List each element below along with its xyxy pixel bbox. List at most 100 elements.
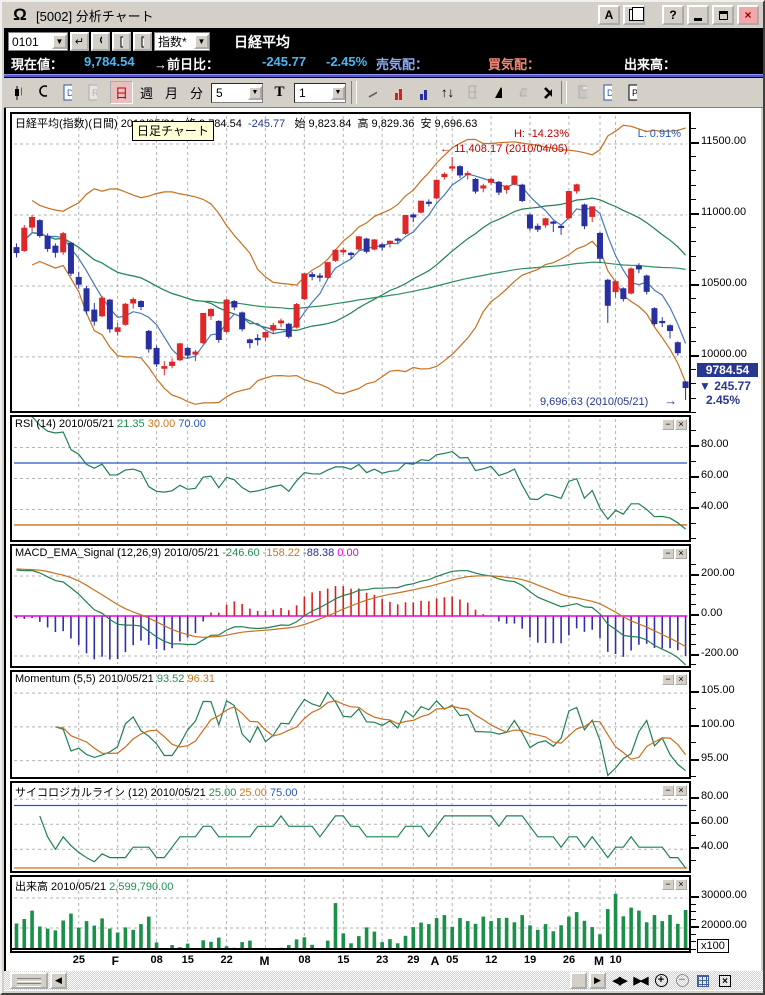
trendline-button[interactable] [361,81,384,104]
price-plot[interactable] [12,114,689,411]
period-minute-button[interactable]: 分 [185,81,208,104]
minor-tick [691,919,696,920]
zoom-tool-button[interactable] [31,81,54,104]
zoom-in-button[interactable]: + [652,972,670,989]
search-button[interactable] [91,32,110,51]
minor-tick [691,241,696,242]
current-price-label: 現在値： [11,57,64,72]
x-label-month: M [259,954,270,968]
sort-arrows-button[interactable]: ↑↓ [436,81,459,104]
macd-panel[interactable]: MACD_EMA_Signal (12,26,9) 2010/05/21 -24… [10,544,691,668]
edit-button[interactable] [112,32,131,51]
copy-window-button[interactable] [623,5,645,25]
red-histogram-icon [395,88,402,100]
minor-tick [691,941,696,942]
minor-tick [691,461,696,462]
panel-close-button[interactable]: × [675,785,687,796]
font-button[interactable]: T [268,81,291,104]
candlestick-chart-button[interactable] [6,81,29,104]
main-chart-panel[interactable]: 日経平均(指数)(日間) 2010/05/21 終 9,784.54 -245.… [10,112,691,413]
clear-button[interactable] [133,32,152,51]
panel-minimize-button[interactable]: − [662,548,674,559]
minimize-button[interactable] [687,5,709,25]
x-label-day: 12 [485,954,498,966]
period-month-button[interactable]: 月 [160,81,183,104]
chevron-down-icon[interactable]: ▼ [248,85,262,100]
chevron-down-icon[interactable]: ▼ [52,34,67,49]
minor-tick [691,776,696,777]
panel-minimize-button[interactable]: − [662,879,674,890]
y-tick-label: -200.00 [701,647,739,659]
svg-text:P: P [632,88,637,98]
panel-minimize-button[interactable]: − [662,419,674,430]
horizontal-scrollbar[interactable]: ◀ ▶ ◀▶ ▶◀ + − × [4,971,763,990]
volume-plot[interactable] [12,877,689,951]
period-high-pct: H: -14.23% [513,128,569,140]
new-p-button[interactable]: P [621,81,644,104]
rsi-plot[interactable] [12,417,689,540]
maximize-button[interactable] [712,5,734,25]
scroll-left-button[interactable]: ◀ [50,972,67,989]
edit-icon [120,36,123,48]
psychological-panel[interactable]: サイコロジカルライン (12) 2010/05/21 25.00 25.00 7… [10,781,691,873]
eraser-button[interactable] [511,81,534,104]
momentum-plot[interactable] [12,672,689,777]
grid-toggle-button[interactable] [694,972,712,989]
up-ticks-button[interactable] [386,81,409,104]
x-label-day: 22 [220,954,233,966]
chevron-down-icon[interactable]: ▼ [194,34,209,49]
market-type-combo[interactable]: 指数* ▼ [154,32,210,51]
minor-tick [691,934,696,935]
x-label-day: 29 [407,954,420,966]
zoom-out-button[interactable]: − [673,972,691,989]
close-button[interactable]: × [737,5,759,25]
minor-tick [691,256,696,257]
down-triangle-icon: ▼ [699,379,711,393]
copy-data-button[interactable]: D [56,81,79,104]
bar-count-combo[interactable]: 1 ▼ [294,82,346,103]
scroll-page-button[interactable] [570,972,587,989]
macd-plot[interactable] [12,546,689,666]
minor-tick [691,584,696,585]
panel-close-button[interactable]: × [675,548,687,559]
rsi-panel[interactable]: RSI (14) 2010/05/21 21.35 30.00 70.00 − × [10,415,691,542]
scrollbar-thumb[interactable] [10,972,48,989]
copy-image-button[interactable]: R [81,81,104,104]
symbol-code-combo[interactable]: 0101 ▼ [8,32,68,51]
a-button[interactable]: A [598,5,620,25]
period-week-button[interactable]: 週 [135,81,158,104]
title-bar[interactable]: Ω [5002] 分析チャート A ? × [4,2,763,28]
help-button[interactable]: ? [662,5,684,25]
close-panels-button[interactable]: × [716,972,734,989]
enter-button[interactable]: ↵ [70,32,89,51]
minor-tick [691,604,696,605]
grid-button[interactable] [461,81,484,104]
panel-close-button[interactable]: × [675,419,687,430]
psychological-plot[interactable] [12,783,689,871]
expand-bars-button[interactable]: ◀▶ [612,975,628,987]
period-day-button[interactable]: 日 [110,81,133,104]
minor-tick [691,341,696,342]
new-d-button[interactable]: D [596,81,619,104]
panel-close-button[interactable]: × [675,879,687,890]
plus-circle-icon: + [654,974,668,987]
volume-panel[interactable]: 出来高 2010/05/21 2,599,790.00 − × [10,875,691,953]
panel-close-button[interactable]: × [675,674,687,685]
panel-minimize-button[interactable]: − [662,674,674,685]
boxed-x-icon: × [719,974,731,987]
panel-minimize-button[interactable]: − [662,785,674,796]
x-label-day: 15 [181,954,194,966]
save-layout-button[interactable] [571,81,594,104]
chart-region: 日経平均(指数)(日間) 2010/05/21 終 9,784.54 -245.… [4,108,761,992]
minute-interval-combo[interactable]: 5 ▼ [211,82,263,103]
scroll-right-button[interactable]: ▶ [589,972,606,989]
delete-all-button[interactable] [536,81,559,104]
momentum-panel[interactable]: Momentum (5,5) 2010/05/21 93.52 96.31 − × [10,670,691,779]
volume-bars-button[interactable] [411,81,434,104]
day-chart-tooltip: 日足チャート [132,121,214,141]
chevron-down-icon[interactable]: ▼ [331,85,345,100]
chart-wizard-button[interactable] [486,81,509,104]
minor-tick [691,523,696,524]
chart-wizard-icon [495,86,502,98]
collapse-bars-button[interactable]: ▶◀ [633,975,649,987]
